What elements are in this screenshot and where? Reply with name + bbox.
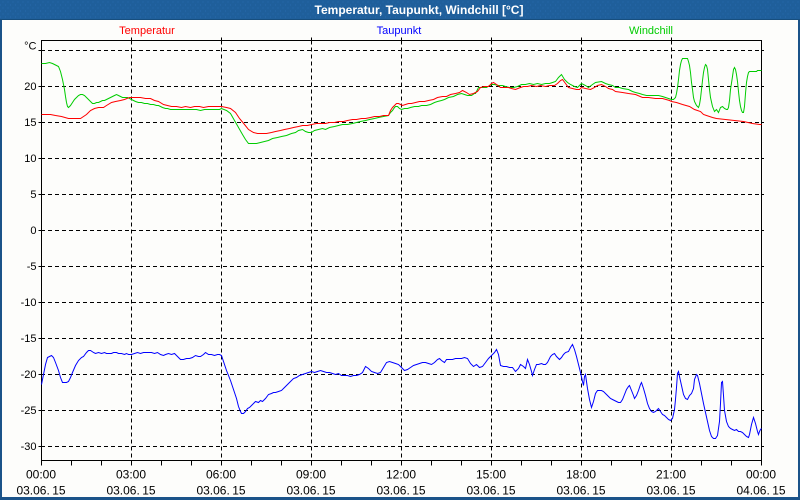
svg-text:5: 5 [30,189,36,201]
svg-text:12:00: 12:00 [386,468,416,482]
svg-text:03.06. 15: 03.06. 15 [466,484,515,498]
svg-text:0: 0 [30,225,36,237]
svg-text:-15: -15 [21,333,37,345]
svg-text:04.06. 15: 04.06. 15 [736,484,785,498]
svg-text:-20: -20 [21,369,37,381]
svg-text:03.06. 15: 03.06. 15 [286,484,335,498]
svg-text:-30: -30 [21,441,37,453]
svg-text:-10: -10 [21,297,37,309]
svg-text:-25: -25 [21,405,37,417]
svg-text:03:00: 03:00 [116,468,146,482]
svg-text:09:00: 09:00 [296,468,326,482]
svg-text:03.06. 15: 03.06. 15 [16,484,65,498]
svg-text:00:00: 00:00 [746,468,776,482]
svg-text:00:00: 00:00 [26,468,56,482]
svg-text:10: 10 [24,153,36,165]
svg-text:21:00: 21:00 [656,468,686,482]
svg-text:03.06. 15: 03.06. 15 [556,484,605,498]
svg-text:03.06. 15: 03.06. 15 [106,484,155,498]
svg-text:15:00: 15:00 [476,468,506,482]
svg-text:15: 15 [24,117,36,129]
svg-text:°C: °C [24,41,36,53]
svg-text:18:00: 18:00 [566,468,596,482]
svg-text:03.06. 15: 03.06. 15 [376,484,425,498]
svg-text:03.06. 15: 03.06. 15 [196,484,245,498]
svg-text:03.06. 15: 03.06. 15 [646,484,695,498]
svg-text:-5: -5 [27,261,37,273]
svg-text:20: 20 [24,81,36,93]
svg-text:06:00: 06:00 [206,468,236,482]
